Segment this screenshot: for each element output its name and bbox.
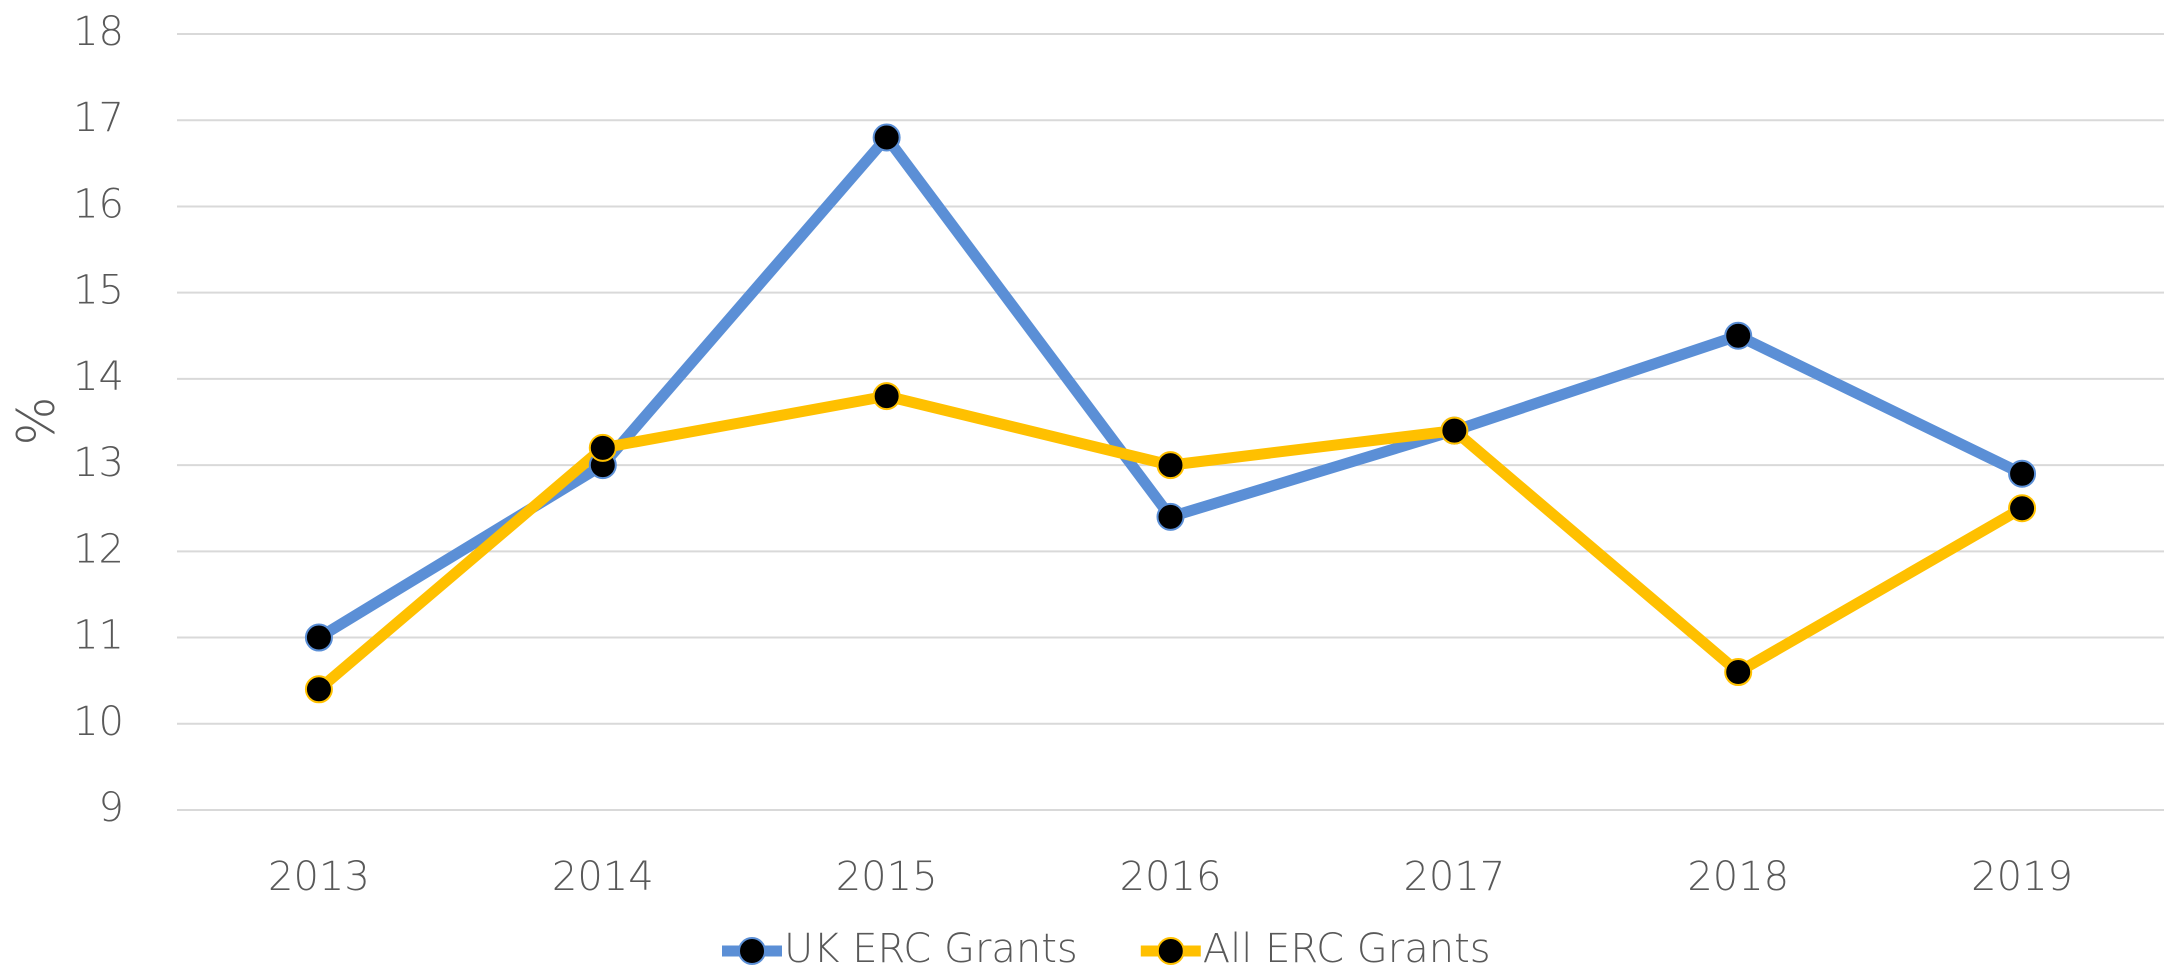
marker <box>1724 658 1753 687</box>
marker <box>1440 416 1469 445</box>
y-tick-label: 18 <box>73 9 124 55</box>
marker <box>1156 502 1185 531</box>
x-tick-label: 2015 <box>836 854 938 900</box>
y-tick-label: 11 <box>73 613 124 659</box>
y-tick-label: 12 <box>73 526 124 572</box>
marker <box>872 382 901 411</box>
legend-marker <box>738 937 766 965</box>
x-tick-label: 2016 <box>1120 854 1222 900</box>
y-tick-label: 10 <box>73 699 124 745</box>
y-tick-label: 17 <box>73 95 124 141</box>
y-tick-label: 15 <box>73 268 124 314</box>
marker <box>304 623 333 652</box>
marker <box>1156 451 1185 480</box>
series-line <box>315 390 2025 694</box>
series-line <box>316 131 2025 643</box>
marker <box>588 433 617 462</box>
y-axis-label: % <box>7 396 67 445</box>
y-tick-label: 9 <box>99 785 124 831</box>
x-tick-label: 2014 <box>552 854 654 900</box>
y-tick-label: 13 <box>73 440 124 486</box>
legend-marker <box>1156 937 1185 965</box>
marker <box>1724 321 1753 350</box>
legend-label: UK ERC Grants <box>784 926 1078 972</box>
marker <box>872 123 901 152</box>
x-tick-label: 2017 <box>1403 854 1505 900</box>
x-tick-label: 2019 <box>1971 854 2073 900</box>
marker <box>2008 459 2037 488</box>
y-tick-label: 14 <box>73 354 124 400</box>
legend-label: All ERC Grants <box>1203 926 1491 972</box>
x-tick-label: 2018 <box>1687 854 1789 900</box>
marker <box>2008 494 2037 523</box>
x-tick-label: 2013 <box>268 854 370 900</box>
y-tick-label: 16 <box>73 181 124 227</box>
marker <box>304 675 333 704</box>
